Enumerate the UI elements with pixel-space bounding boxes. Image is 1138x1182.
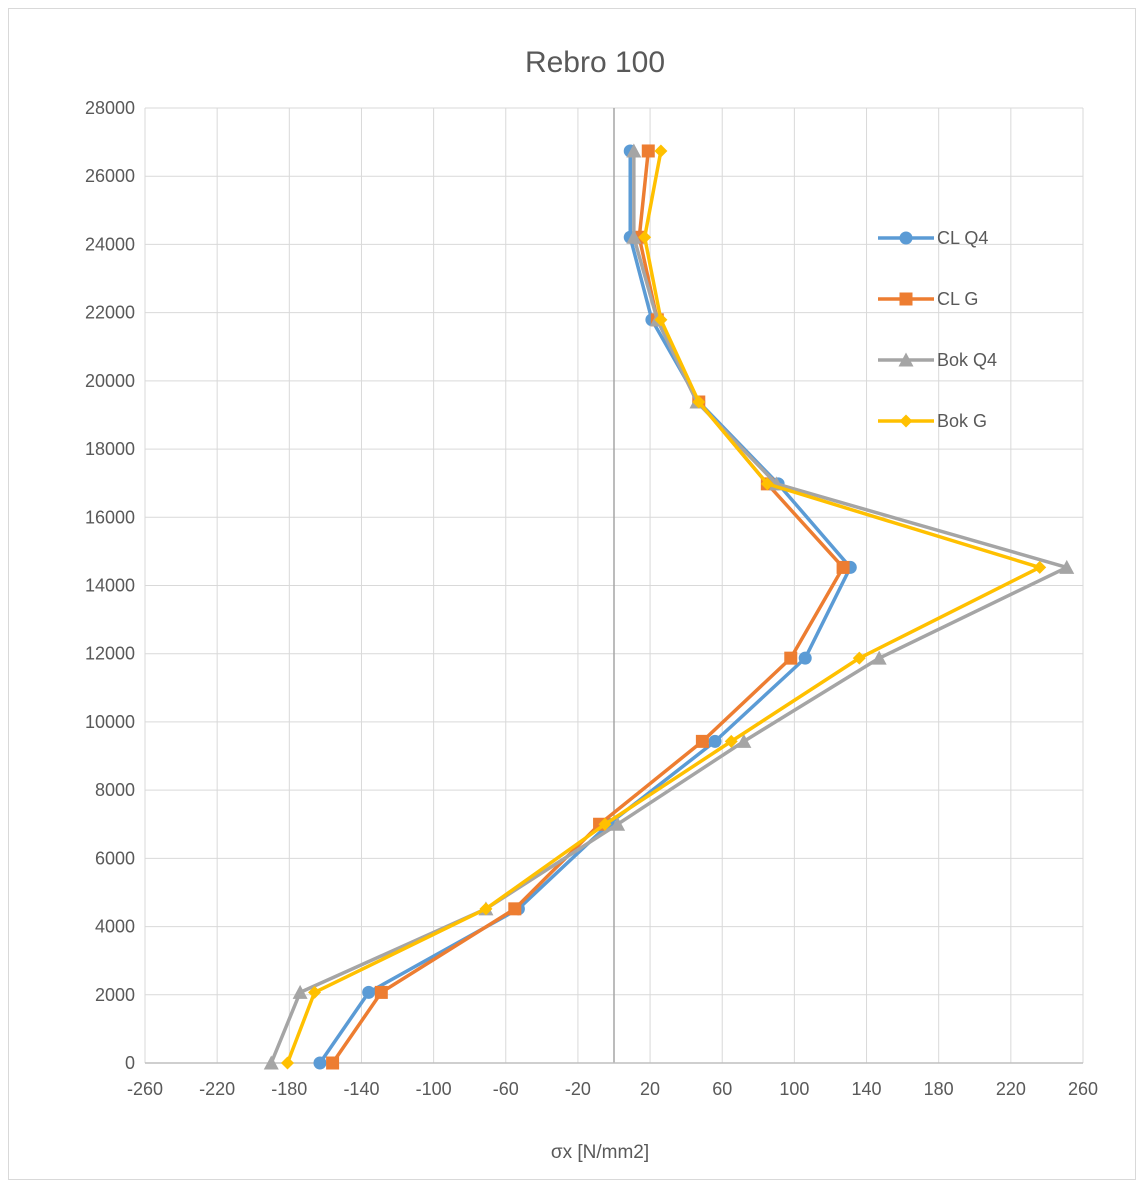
legend-label: CL Q4 xyxy=(937,228,988,248)
x-tick-label: -20 xyxy=(565,1079,591,1099)
legend-label: Bok Q4 xyxy=(937,350,997,370)
data-point xyxy=(736,733,752,748)
x-tick-label: -260 xyxy=(127,1079,163,1099)
legend-item: Bok G xyxy=(878,411,987,431)
data-point xyxy=(798,651,812,665)
legend-marker xyxy=(898,352,914,367)
x-tick-label: 180 xyxy=(924,1079,954,1099)
data-point xyxy=(292,984,308,999)
data-point xyxy=(695,734,709,748)
x-tick-label: -60 xyxy=(493,1079,519,1099)
data-point xyxy=(654,313,668,327)
gridlines xyxy=(144,107,1084,1064)
data-point xyxy=(374,985,388,999)
y-tick-label: 20000 xyxy=(85,371,135,391)
chart-container xyxy=(8,8,1136,1180)
legend-item: Bok Q4 xyxy=(878,350,997,370)
y-tick-label: 28000 xyxy=(85,98,135,118)
chart-title: Rebro 100 xyxy=(525,46,665,79)
series-group xyxy=(263,143,1075,1070)
y-tick-label: 8000 xyxy=(95,780,135,800)
x-tick-label: -140 xyxy=(343,1079,379,1099)
y-tick-label: 10000 xyxy=(85,712,135,732)
series-bok-g xyxy=(281,144,1047,1070)
data-point xyxy=(610,816,626,831)
y-axis-ticks: 0 2000 4000 6000 8000 10000 12000 14000 16000 180… xyxy=(85,98,135,1073)
data-point xyxy=(836,560,850,574)
y-tick-label: 14000 xyxy=(85,576,135,596)
series-bok-q4 xyxy=(263,143,1075,1070)
x-axis-ticks: -260 -220 -180 -140 -100 -60 -20 20 60 100 140 180 2… xyxy=(127,1079,1098,1099)
legend-item: CL G xyxy=(878,289,978,309)
x-tick-label: 100 xyxy=(779,1079,809,1099)
y-tick-label: 18000 xyxy=(85,439,135,459)
y-tick-label: 26000 xyxy=(85,166,135,186)
series-cl-g xyxy=(326,144,850,1070)
legend-label: CL G xyxy=(937,289,978,309)
data-point xyxy=(654,144,668,158)
data-point xyxy=(626,229,642,244)
data-point xyxy=(708,734,722,748)
data-point xyxy=(871,650,887,665)
y-tick-label: 24000 xyxy=(85,234,135,254)
x-tick-label: 20 xyxy=(640,1079,660,1099)
x-tick-label: 260 xyxy=(1068,1079,1098,1099)
y-tick-label: 4000 xyxy=(95,917,135,937)
y-tick-label: 6000 xyxy=(95,848,135,868)
data-point xyxy=(598,817,612,831)
y-tick-label: 12000 xyxy=(85,644,135,664)
data-point xyxy=(508,902,522,916)
x-tick-label: 60 xyxy=(712,1079,732,1099)
data-point xyxy=(1059,559,1075,574)
legend-label: Bok G xyxy=(937,411,987,431)
y-tick-label: 16000 xyxy=(85,507,135,527)
data-point xyxy=(626,143,642,158)
data-point xyxy=(313,1056,327,1070)
data-point xyxy=(308,985,322,999)
y-tick-label: 0 xyxy=(125,1053,135,1073)
data-point xyxy=(263,1055,279,1070)
x-tick-label: 140 xyxy=(852,1079,882,1099)
legend-item: CL Q4 xyxy=(878,228,988,248)
legend-marker xyxy=(899,414,913,428)
data-point xyxy=(281,1056,295,1070)
legend-marker xyxy=(899,231,913,245)
legend: CL Q4 CL G Bok Q4 Bok G xyxy=(878,228,997,431)
data-point xyxy=(1033,560,1047,574)
x-axis-title: σx [N/mm2] xyxy=(551,1142,649,1163)
x-tick-label: -180 xyxy=(271,1079,307,1099)
data-point xyxy=(784,651,798,665)
series-cl-q4 xyxy=(313,144,857,1070)
x-tick-label: -100 xyxy=(416,1079,452,1099)
data-point xyxy=(692,395,706,409)
y-tick-label: 22000 xyxy=(85,303,135,323)
data-point xyxy=(362,985,376,999)
y-tick-label: 2000 xyxy=(95,985,135,1005)
data-point xyxy=(326,1056,340,1070)
data-point xyxy=(479,902,493,916)
legend-marker xyxy=(899,292,913,306)
series-line xyxy=(285,150,1042,1064)
data-point xyxy=(760,477,774,491)
data-point xyxy=(641,144,655,158)
x-tick-label: -220 xyxy=(199,1079,235,1099)
data-point xyxy=(638,230,652,244)
x-tick-label: 220 xyxy=(996,1079,1026,1099)
data-point xyxy=(724,734,738,748)
data-point xyxy=(852,651,866,665)
